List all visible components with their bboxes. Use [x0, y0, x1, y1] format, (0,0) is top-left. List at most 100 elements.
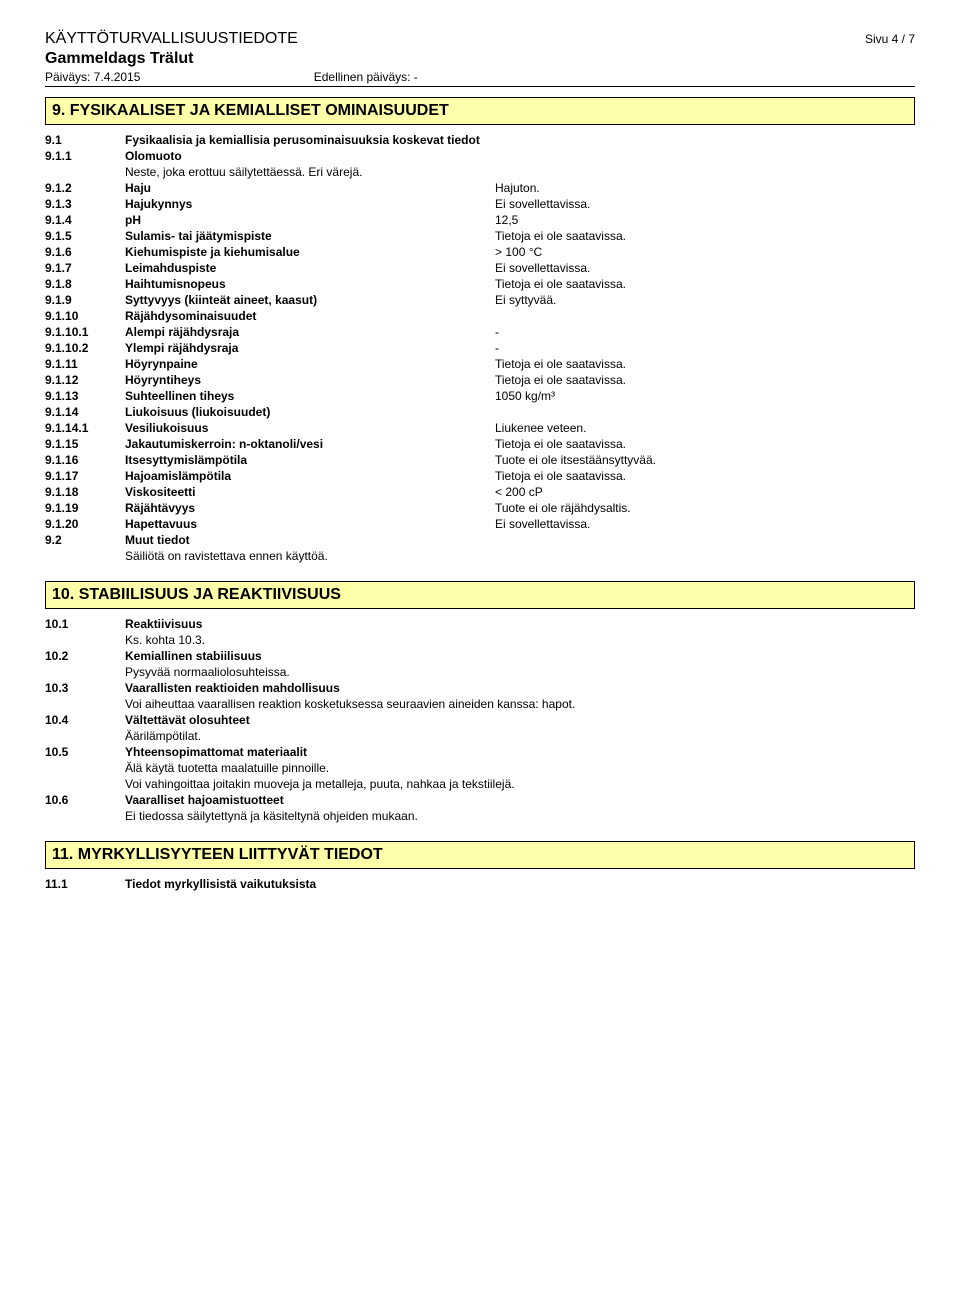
row-label: Hapettavuus [125, 517, 495, 531]
row-num: 9.1.13 [45, 389, 125, 403]
row-value: Hajuton. [495, 181, 915, 195]
row-label: Syttyvyys (kiinteät aineet, kaasut) [125, 293, 495, 307]
row-num: 9.1.6 [45, 245, 125, 259]
doc-title: KÄYTTÖTURVALLISUUSTIEDOTE [45, 30, 298, 48]
row-label: Muut tiedot [125, 533, 495, 547]
row-num: 9.1.8 [45, 277, 125, 291]
row-value: Tuote ei ole itsestäänsyttyvää. [495, 453, 915, 467]
row-value: > 100 °C [495, 245, 915, 259]
row-note: Älä käytä tuotetta maalatuille pinnoille… [125, 761, 915, 775]
row-num: 9.1.20 [45, 517, 125, 531]
row-label: Hajoamislämpötila [125, 469, 495, 483]
row-label: Räjähtävyys [125, 501, 495, 515]
row-label: Leimahduspiste [125, 261, 495, 275]
row-value: Tietoja ei ole saatavissa. [495, 277, 915, 291]
row-label: Höyrynpaine [125, 357, 495, 371]
row-num: 11.1 [45, 877, 125, 891]
row-value: - [495, 341, 915, 355]
row-note: Voi vahingoittaa joitakin muoveja ja met… [125, 777, 915, 791]
row-num: 9.2 [45, 533, 125, 547]
row-label: Kemiallinen stabiilisuus [125, 649, 495, 663]
row-num: 9.1.18 [45, 485, 125, 499]
row-value: Ei sovellettavissa. [495, 261, 915, 275]
row-num: 9.1.16 [45, 453, 125, 467]
row-value: Tietoja ei ole saatavissa. [495, 469, 915, 483]
section-9-title: 9. FYSIKAALISET JA KEMIALLISET OMINAISUU… [45, 97, 915, 125]
row-label: Fysikaalisia ja kemiallisia perusominais… [125, 133, 495, 147]
row-num: 9.1.12 [45, 373, 125, 387]
row-num: 9.1.17 [45, 469, 125, 483]
row-num: 9.1.5 [45, 229, 125, 243]
row-num: 10.4 [45, 713, 125, 727]
row-value: Ei syttyvää. [495, 293, 915, 307]
row-value: Tietoja ei ole saatavissa. [495, 437, 915, 451]
row-label: Reaktiivisuus [125, 617, 495, 631]
row-label: Hajukynnys [125, 197, 495, 211]
row-label: Vältettävät olosuhteet [125, 713, 495, 727]
row-label: Haihtumisnopeus [125, 277, 495, 291]
row-num: 10.3 [45, 681, 125, 695]
section-10-title: 10. STABIILISUUS JA REAKTIIVISUUS [45, 581, 915, 609]
page-number: Sivu 4 / 7 [865, 32, 915, 46]
row-num: 9.1.7 [45, 261, 125, 275]
row-label: pH [125, 213, 495, 227]
prev-date: Edellinen päiväys: - [314, 70, 418, 84]
row-num: 9.1.9 [45, 293, 125, 307]
row-note: Äärilämpötilat. [125, 729, 915, 743]
row-label: Itsesyttymislämpötila [125, 453, 495, 467]
row-num: 9.1.2 [45, 181, 125, 195]
row-label: Yhteensopimattomat materiaalit [125, 745, 495, 759]
row-value: Ei sovellettavissa. [495, 197, 915, 211]
row-value: Tuote ei ole räjähdysaltis. [495, 501, 915, 515]
row-label: Vaaralliset hajoamistuotteet [125, 793, 495, 807]
row-label: Räjähdysominaisuudet [125, 309, 495, 323]
row-value: 12,5 [495, 213, 915, 227]
row-value: Ei sovellettavissa. [495, 517, 915, 531]
row-value: Tietoja ei ole saatavissa. [495, 357, 915, 371]
row-num: 10.2 [45, 649, 125, 663]
date: Päiväys: 7.4.2015 [45, 70, 140, 84]
row-label: Vaarallisten reaktioiden mahdollisuus [125, 681, 495, 695]
row-num: 9.1.15 [45, 437, 125, 451]
row-value: < 200 cP [495, 485, 915, 499]
section-11-title: 11. MYRKYLLISYYTEEN LIITTYVÄT TIEDOT [45, 841, 915, 869]
row-note: Voi aiheuttaa vaarallisen reaktion koske… [125, 697, 915, 711]
row-num: 9.1 [45, 133, 125, 147]
page: KÄYTTÖTURVALLISUUSTIEDOTE Sivu 4 / 7 Gam… [0, 0, 960, 923]
row-num: 9.1.10 [45, 309, 125, 323]
dates: Päiväys: 7.4.2015 Edellinen päiväys: - [45, 70, 915, 84]
row-num: 10.5 [45, 745, 125, 759]
row-value: 1050 kg/m³ [495, 389, 915, 403]
row-label: Kiehumispiste ja kiehumisalue [125, 245, 495, 259]
row-num: 9.1.14.1 [45, 421, 125, 435]
row-label: Ylempi räjähdysraja [125, 341, 495, 355]
row-note: Ks. kohta 10.3. [125, 633, 915, 647]
row-num: 9.1.10.2 [45, 341, 125, 355]
row-num: 9.1.14 [45, 405, 125, 419]
row-label: Olomuoto [125, 149, 495, 163]
row-value: Tietoja ei ole saatavissa. [495, 229, 915, 243]
row-num: 9.1.3 [45, 197, 125, 211]
row-note: Säiliötä on ravistettava ennen käyttöä. [125, 549, 915, 563]
row-num: 9.1.11 [45, 357, 125, 371]
row-label: Haju [125, 181, 495, 195]
product-name: Gammeldags Trälut [45, 50, 915, 68]
row-value: Liukenee veteen. [495, 421, 915, 435]
row-value: Tietoja ei ole saatavissa. [495, 373, 915, 387]
row-note: Neste, joka erottuu säilytettäessä. Eri … [125, 165, 915, 179]
row-label: Tiedot myrkyllisistä vaikutuksista [125, 877, 495, 891]
row-num: 10.6 [45, 793, 125, 807]
row-label: Vesiliukoisuus [125, 421, 495, 435]
row-label: Liukoisuus (liukoisuudet) [125, 405, 495, 419]
row-label: Sulamis- tai jäätymispiste [125, 229, 495, 243]
page-header: KÄYTTÖTURVALLISUUSTIEDOTE Sivu 4 / 7 Gam… [45, 30, 915, 87]
row-label: Höyryntiheys [125, 373, 495, 387]
row-label: Alempi räjähdysraja [125, 325, 495, 339]
row-note: Pysyvää normaaliolosuhteissa. [125, 665, 915, 679]
row-num: 9.1.19 [45, 501, 125, 515]
row-value: - [495, 325, 915, 339]
row-num: 9.1.4 [45, 213, 125, 227]
row-label: Jakautumiskerroin: n-oktanoli/vesi [125, 437, 495, 451]
row-note: Ei tiedossa säilytettynä ja käsiteltynä … [125, 809, 915, 823]
row-num: 9.1.10.1 [45, 325, 125, 339]
